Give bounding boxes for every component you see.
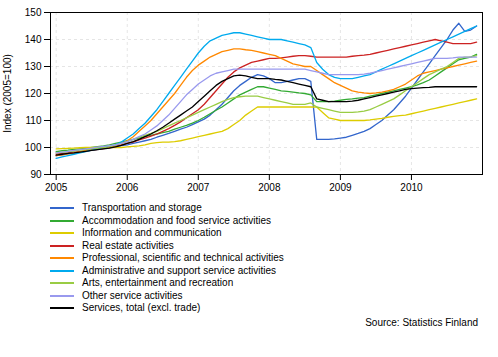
svg-text:2006: 2006 xyxy=(116,182,139,193)
svg-text:90: 90 xyxy=(30,169,42,180)
svg-text:Index (2005=100): Index (2005=100) xyxy=(2,54,13,133)
svg-text:2008: 2008 xyxy=(258,182,281,193)
svg-text:2005: 2005 xyxy=(45,182,68,193)
svg-text:2007: 2007 xyxy=(187,182,210,193)
svg-text:120: 120 xyxy=(25,88,42,99)
html-text:Source: Statistics Finland: Source: Statistics Finland xyxy=(365,316,478,328)
html-text:Professional, scientific and t: Professional, scientific and technical a… xyxy=(82,252,284,263)
svg-text:100: 100 xyxy=(25,142,42,153)
svg-text:2010: 2010 xyxy=(400,182,423,193)
html-text:Real estate activities: Real estate activities xyxy=(82,239,174,251)
svg-text:130: 130 xyxy=(25,61,42,72)
html-text:Accommodation and food service: Accommodation and food service activitie… xyxy=(82,214,271,226)
html-text:Services, total (excl. trade): Services, total (excl. trade) xyxy=(82,302,201,313)
html-text:Transportation and storage: Transportation and storage xyxy=(82,202,202,213)
svg-text:110: 110 xyxy=(26,115,42,126)
html-text:Arts, entertainment and recrea: Arts, entertainment and recreation xyxy=(82,277,234,288)
svg-text:150: 150 xyxy=(25,7,42,18)
html-text:Other service activities: Other service activities xyxy=(82,289,183,301)
html-text:Information and communication: Information and communication xyxy=(82,227,222,238)
svg-text:2009: 2009 xyxy=(329,182,352,193)
html-text:Administrative and support ser: Administrative and support service activ… xyxy=(82,264,276,276)
svg-text:140: 140 xyxy=(25,34,42,45)
